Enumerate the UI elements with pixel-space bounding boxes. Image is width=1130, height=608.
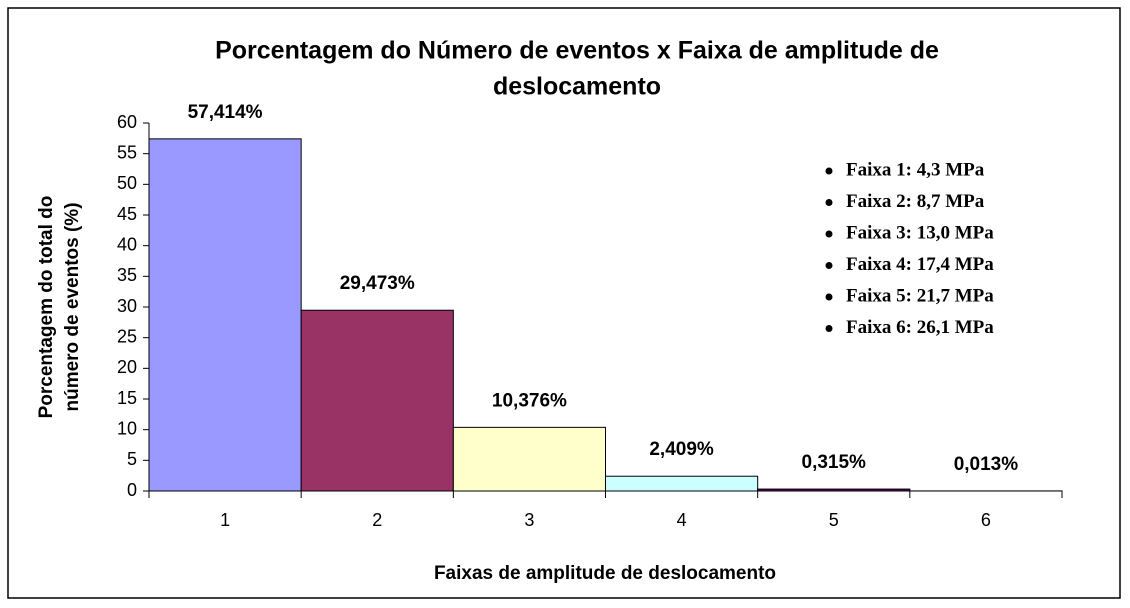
annotation: Faixa 2: 8,7 MPa (846, 191, 985, 212)
y-tick-label: 20 (117, 357, 137, 377)
x-axis-label: Faixas de amplitude de deslocamento (434, 563, 776, 584)
x-tick-label: 4 (677, 510, 687, 530)
bullet (825, 325, 833, 332)
value-label: 10,376% (492, 390, 567, 411)
x-tick-label: 3 (524, 510, 534, 530)
annotation: Faixa 5: 21,7 MPa (846, 285, 994, 306)
x-tick-label: 2 (372, 510, 382, 530)
bullet (825, 293, 833, 301)
annotation: Faixa 3: 13,0 MPa (846, 222, 994, 243)
y-tick-label: 15 (117, 388, 137, 408)
value-label: 0,013% (954, 454, 1019, 475)
y-tick-label: 10 (117, 418, 137, 438)
bullet (825, 262, 833, 269)
value-label: 0,315% (802, 452, 867, 473)
y-tick-label: 25 (117, 326, 137, 346)
bar (148, 138, 302, 492)
annotation: Faixa 4: 17,4 MPa (846, 254, 994, 275)
y-tick-label: 55 (117, 142, 137, 162)
x-tick-label: 1 (220, 510, 230, 530)
bullet (825, 230, 833, 238)
annotation: Faixa 1: 4,3 MPa (846, 159, 985, 180)
bar (605, 475, 759, 492)
annotation: Faixa 6: 26,1 MPa (846, 317, 994, 338)
value-label: 29,473% (340, 273, 415, 294)
x-tick-label: 6 (981, 510, 991, 530)
bullet (825, 199, 833, 206)
value-label: 2,409% (649, 439, 714, 460)
y-axis-label: Porcentagem do total do (36, 196, 57, 419)
y-tick-label: 50 (117, 173, 137, 193)
y-axis-label: número de eventos (%) (62, 202, 83, 411)
y-tick-label: 0 (127, 480, 137, 500)
y-tick-label: 30 (117, 296, 137, 316)
y-tick-label: 60 (117, 112, 137, 132)
bar (452, 426, 607, 492)
y-tick-label: 40 (117, 234, 137, 254)
x-tick-label: 5 (829, 510, 839, 530)
chart-title: deslocamento (493, 73, 661, 101)
y-tick-label: 45 (117, 204, 137, 224)
bullet (825, 167, 833, 175)
y-tick-label: 5 (127, 449, 137, 469)
bar (300, 309, 454, 492)
chart-title: Porcentagem do Número de eventos x Faixa… (215, 37, 939, 65)
value-label: 57,414% (188, 102, 263, 123)
y-tick-label: 35 (117, 265, 137, 285)
